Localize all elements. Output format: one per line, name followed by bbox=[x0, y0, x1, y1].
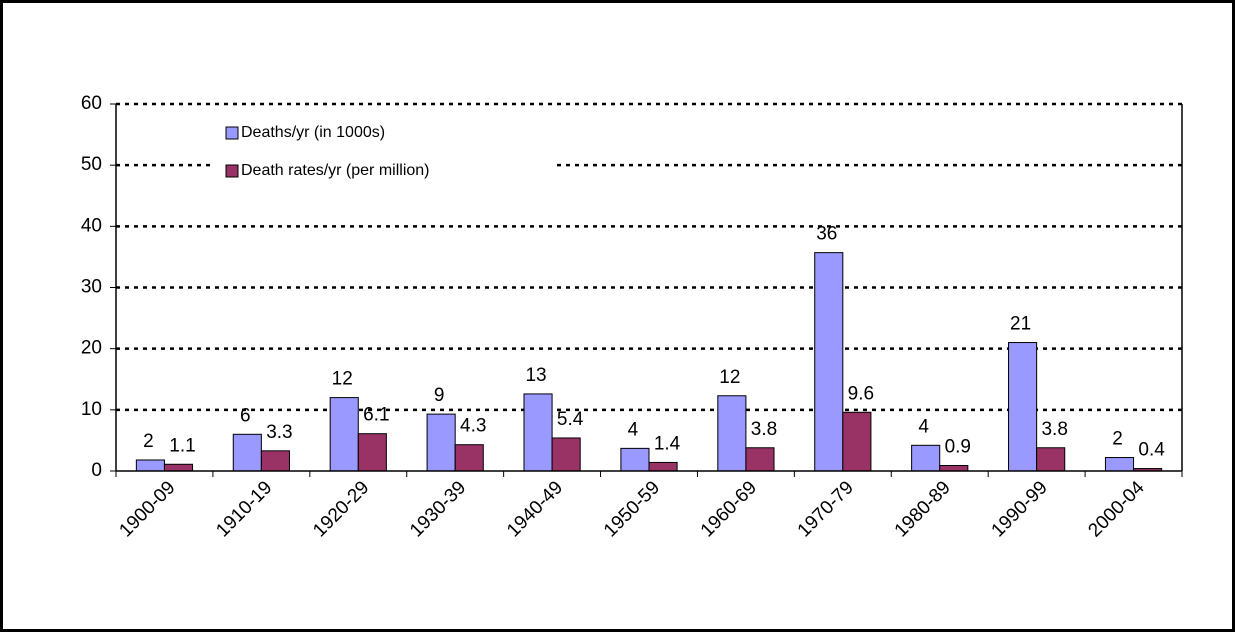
bar bbox=[911, 444, 941, 472]
bar bbox=[163, 463, 194, 472]
data-label: 9.6 bbox=[848, 383, 874, 404]
legend-label: Deaths/yr (in 1000s) bbox=[241, 124, 385, 141]
data-label: 4.3 bbox=[460, 416, 486, 437]
legend-background bbox=[212, 118, 557, 188]
bar bbox=[842, 411, 872, 472]
legend-label: Death rates/yr (per million) bbox=[241, 162, 430, 179]
bar bbox=[620, 447, 650, 472]
bar bbox=[135, 459, 165, 472]
data-label: 4 bbox=[918, 416, 929, 437]
data-label: 36 bbox=[816, 224, 837, 245]
bar bbox=[939, 464, 969, 472]
data-label: 13 bbox=[525, 365, 546, 386]
data-label: 3.8 bbox=[1041, 419, 1067, 440]
y-tick-label: 0 bbox=[91, 460, 102, 481]
data-label: 9 bbox=[434, 385, 445, 406]
data-label: 2 bbox=[143, 431, 154, 452]
data-label: 6 bbox=[240, 405, 251, 426]
bar bbox=[648, 461, 678, 472]
data-label: 12 bbox=[719, 367, 740, 388]
y-tick-label: 60 bbox=[81, 93, 102, 114]
data-label: 12 bbox=[332, 369, 353, 390]
bar bbox=[260, 450, 290, 472]
bar bbox=[1008, 342, 1038, 472]
bar bbox=[745, 447, 775, 472]
legend: Deaths/yr (in 1000s) Death rates/yr (per … bbox=[212, 118, 557, 188]
data-label: 0.4 bbox=[1138, 440, 1165, 461]
data-label: 1.4 bbox=[654, 433, 681, 454]
y-tick-label: 20 bbox=[81, 338, 102, 359]
y-tick-label: 30 bbox=[81, 277, 102, 298]
data-label: 3.8 bbox=[751, 419, 777, 440]
y-tick-label: 50 bbox=[81, 154, 102, 175]
bar bbox=[1036, 447, 1066, 472]
data-label: 5.4 bbox=[557, 409, 584, 430]
bar bbox=[232, 433, 262, 472]
bar bbox=[454, 444, 484, 472]
data-label: 2 bbox=[1112, 429, 1123, 450]
data-label: 3.3 bbox=[266, 422, 292, 443]
data-label: 0.9 bbox=[945, 437, 971, 458]
bar bbox=[551, 437, 581, 472]
bar bbox=[1104, 457, 1135, 472]
data-label: 1.1 bbox=[169, 435, 195, 456]
data-label: 6.1 bbox=[363, 405, 389, 426]
legend-swatch bbox=[225, 126, 239, 140]
data-label: 21 bbox=[1010, 314, 1031, 335]
bar bbox=[357, 433, 387, 472]
bar bbox=[523, 393, 553, 472]
bar bbox=[814, 252, 844, 472]
data-label: 4 bbox=[628, 419, 639, 440]
y-tick-label: 40 bbox=[81, 215, 102, 236]
bar bbox=[329, 397, 359, 472]
bar bbox=[717, 395, 747, 472]
bar bbox=[426, 413, 456, 472]
legend-swatch bbox=[225, 164, 239, 178]
y-tick-label: 10 bbox=[81, 399, 102, 420]
